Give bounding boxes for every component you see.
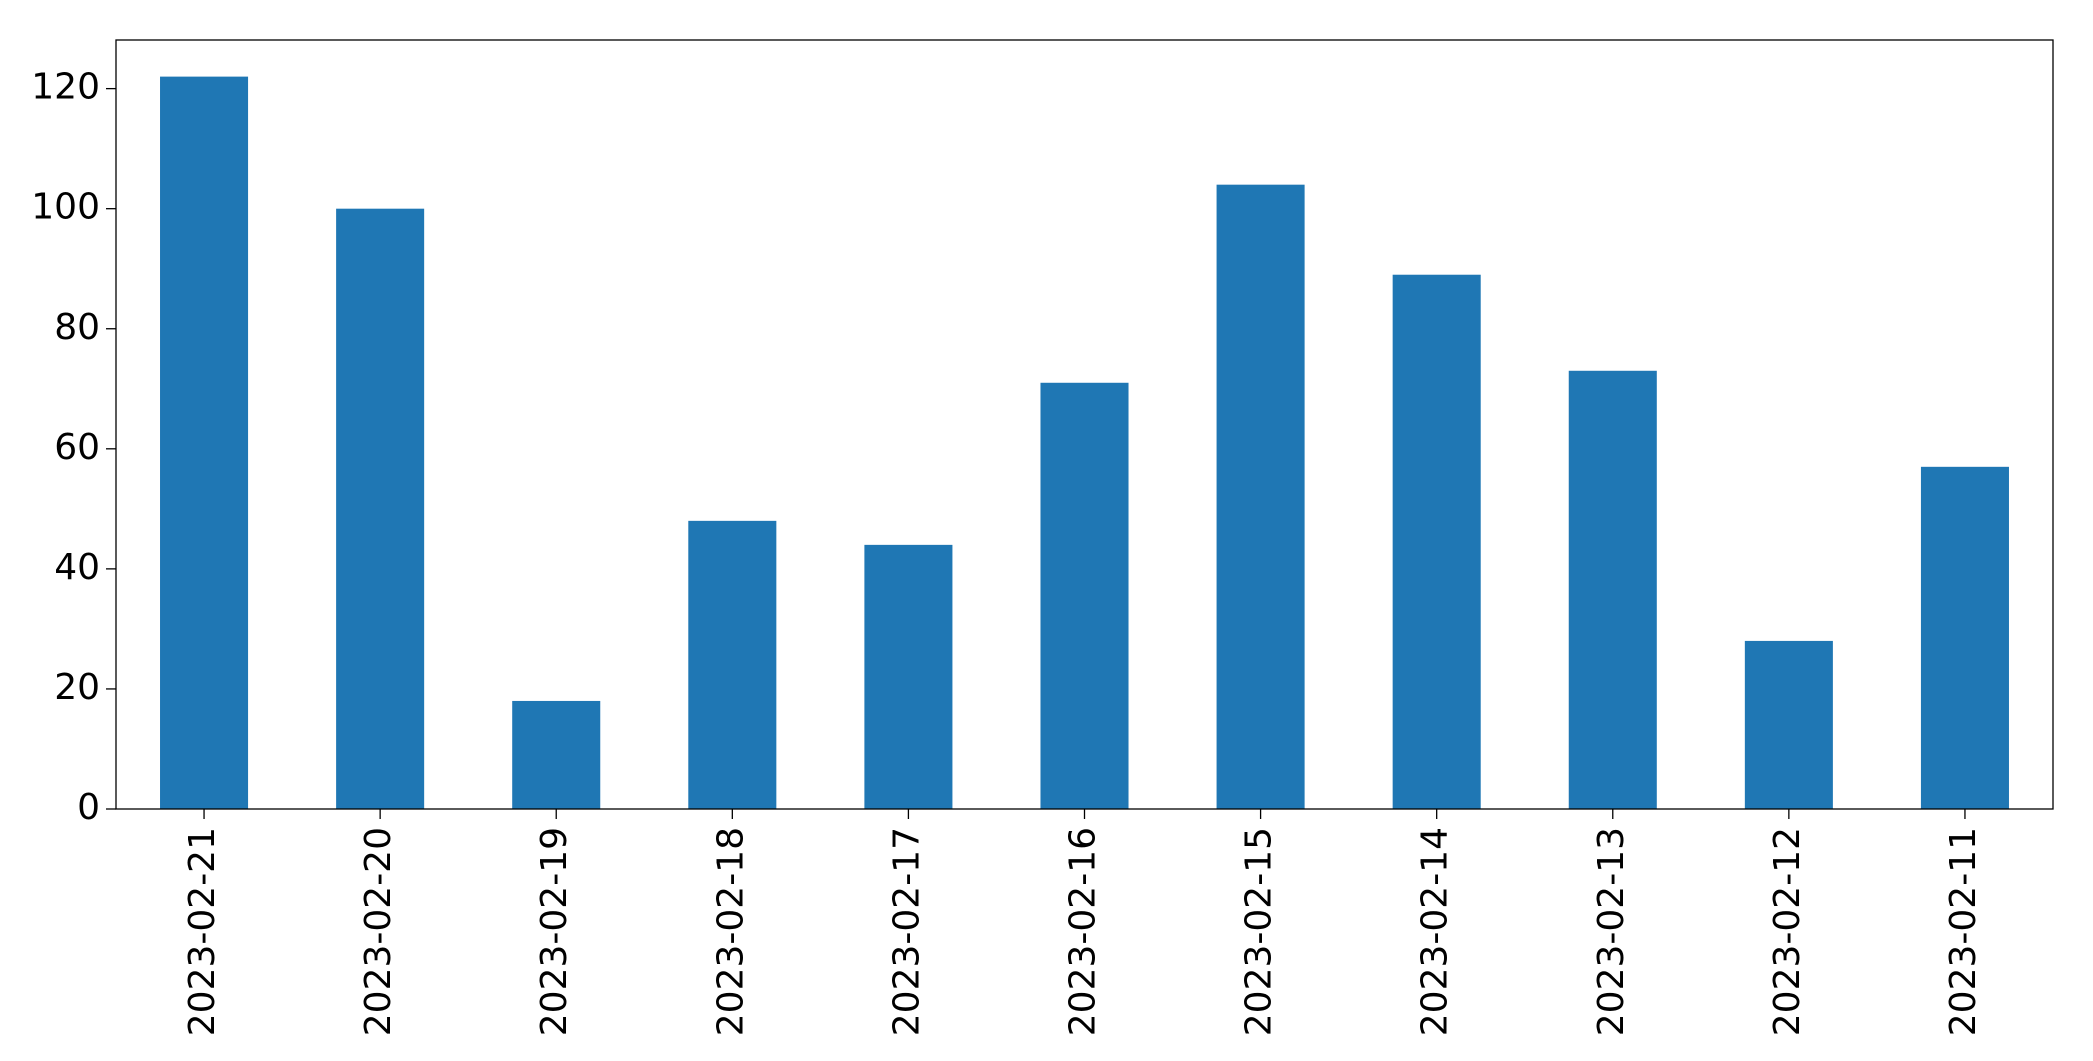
x-tick-label: 2023-02-11: [1943, 827, 1984, 1036]
y-tick-label: 0: [77, 787, 100, 828]
x-tick-label: 2023-02-21: [182, 827, 223, 1036]
x-tick-label: 2023-02-18: [710, 827, 751, 1036]
bar: [1568, 370, 1657, 809]
x-tick-label: 2023-02-15: [1239, 827, 1280, 1036]
plot-frame: [115, 39, 2054, 810]
y-tick-label: 80: [54, 307, 100, 348]
bar: [160, 76, 249, 810]
bar: [1744, 640, 1833, 809]
y-tick-label: 20: [54, 667, 100, 708]
bar: [1216, 184, 1305, 810]
bar: [336, 208, 425, 809]
y-tick-label: 100: [31, 187, 100, 228]
y-tick-label: 60: [54, 427, 100, 468]
bar: [688, 520, 777, 809]
bar: [1040, 382, 1129, 809]
x-tick-label: 2023-02-14: [1415, 827, 1456, 1036]
bar: [512, 700, 601, 809]
x-tick-label: 2023-02-16: [1063, 827, 1104, 1036]
x-tick-label: 2023-02-13: [1591, 827, 1632, 1036]
x-tick-label: 2023-02-17: [886, 827, 927, 1036]
x-tick-label: 2023-02-12: [1767, 827, 1808, 1036]
y-tick-label: 120: [31, 67, 100, 108]
x-tick-label: 2023-02-19: [534, 827, 575, 1036]
bar: [864, 544, 953, 809]
bar: [1392, 274, 1481, 809]
bar: [1920, 466, 2009, 809]
x-tick-label: 2023-02-20: [358, 827, 399, 1036]
y-tick-label: 40: [54, 547, 100, 588]
